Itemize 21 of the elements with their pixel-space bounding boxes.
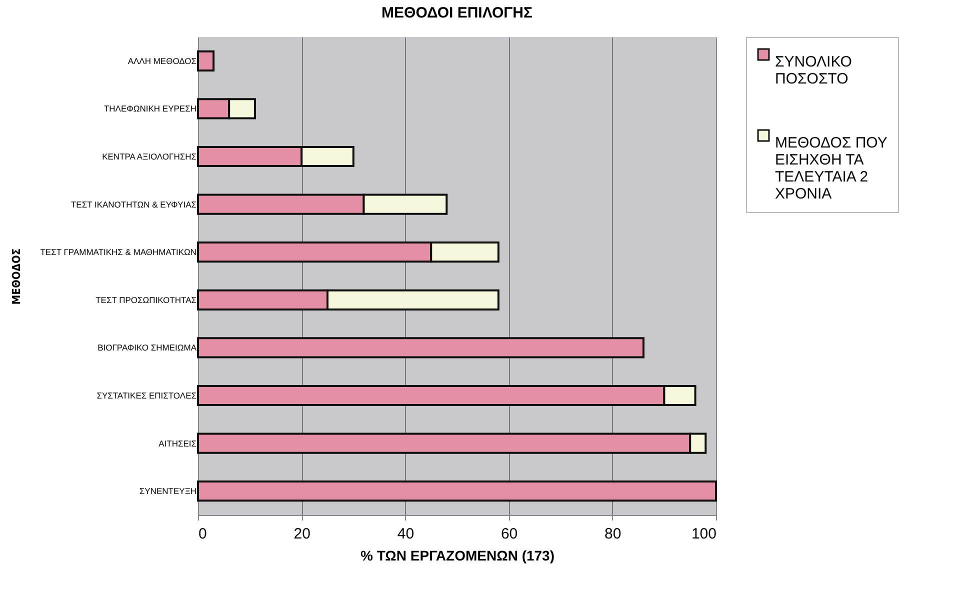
x-tick-label: 20	[294, 526, 310, 542]
x-tick-label: 0	[198, 526, 207, 542]
y-tick-label: ΤΕΣΤ ΓΡΑΜΜΑΤΙΚΗΣ & ΜΑΘΗΜΑΤΙΚΩΝ	[40, 247, 196, 258]
y-tick-label: ΣΥΝΕΝΤΕΥΞΗ	[139, 486, 196, 496]
x-axis-title: % ΤΩΝ ΕΡΓΑΖΟΜΕΝΩΝ (173)	[360, 548, 554, 564]
y-tick-label: ΣΥΣΤΑΤΙΚΕΣ ΕΠΙΣΤΟΛΕΣ	[96, 390, 196, 400]
y-tick-label: ΑΛΛΗ ΜΕΘΟΔΟΣ	[128, 56, 196, 66]
x-tick-label: 100	[691, 526, 716, 542]
legend-label: ΜΕΘΟΔΟΣ ΠΟΥ ΕΙΣΗΧΘΗ ΤΑ ΤΕΛΕΥΤΑΙΑ 2 ΧΡΟΝΙΑ	[775, 134, 888, 202]
y-tick-label: ΑΙΤΗΣΕΙΣ	[158, 438, 196, 448]
x-tick-label: 40	[397, 526, 414, 542]
x-tick-label: 80	[604, 526, 622, 542]
chart-title: ΜΕΘΟΔΟΙ ΕΠΙΛΟΓΗΣ	[382, 4, 532, 22]
x-tick-label: 60	[500, 526, 518, 542]
y-tick-label: ΤΗΛΕΦΩΝΙΚΗ ΕΥΡΕΣΗ	[104, 104, 196, 114]
y-tick-label: ΤΕΣΤ ΙΚΑΝΟΤΗΤΩΝ & ΕΥΦΥΙΑΣ	[70, 199, 196, 210]
y-tick-label: ΒΙΟΓΡΑΦΙΚΟ ΣΗΜΕΙΩΜΑ	[98, 342, 197, 353]
y-tick-label: ΚΕΝΤΡΑ ΑΞΙΟΛΟΓΗΣΗΣ	[102, 152, 196, 162]
legend-label: ΣΥΝΟΛΙΚΟ ΠΟΣΟΣΤΟ	[775, 54, 852, 88]
y-tick-label: ΤΕΣΤ ΠΡΟΣΩΠΙΚΟΤΗΤΑΣ	[96, 294, 196, 305]
y-axis-title: ΜΕΘΟΔΟΣ	[10, 248, 24, 305]
